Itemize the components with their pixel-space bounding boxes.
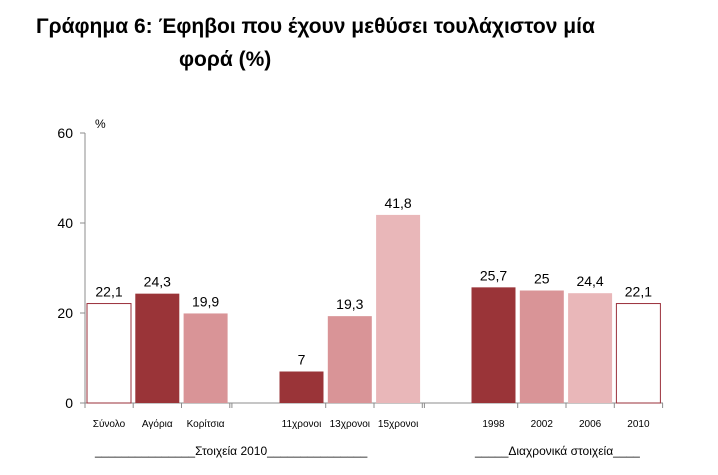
category-label: 15χρονοι <box>378 419 418 430</box>
y-axis-label: % <box>95 117 106 131</box>
bar <box>279 371 324 403</box>
category-label: 2002 <box>531 419 554 430</box>
bar <box>327 316 372 403</box>
bar <box>86 303 132 404</box>
data-label: 41,8 <box>384 195 411 211</box>
bar <box>471 287 516 403</box>
data-label: 25,7 <box>480 267 507 283</box>
category-label: 11χρονοι <box>282 419 322 430</box>
y-tick-label: 20 <box>57 305 73 321</box>
category-label: 1998 <box>482 419 505 430</box>
bar <box>519 290 564 403</box>
category-label: Σύνολο <box>93 418 126 430</box>
category-label: 13χρονοι <box>330 419 370 430</box>
data-label: 7 <box>298 352 306 368</box>
y-tick-label: 60 <box>57 125 73 141</box>
bar <box>183 313 228 403</box>
category-label: 2010 <box>627 419 650 430</box>
data-label: 22,1 <box>95 284 122 300</box>
data-label: 25 <box>534 271 550 287</box>
data-label: 24,4 <box>576 273 603 289</box>
data-label: 22,1 <box>625 284 652 300</box>
bar <box>615 303 661 404</box>
chart-title-line-2: φορά (%) <box>179 48 272 71</box>
category-label: Αγόρια <box>142 418 173 430</box>
bar <box>135 293 180 403</box>
group-label-trend: _____Διαχρονικά στοιχεία____ <box>475 444 640 458</box>
y-tick-label: 0 <box>65 395 73 411</box>
bar <box>376 214 421 403</box>
y-tick-label: 40 <box>57 215 73 231</box>
data-label: 19,9 <box>192 293 219 309</box>
group-label-2010: _______________Στοιχεία 2010____________… <box>95 444 368 458</box>
bar <box>568 293 613 403</box>
chart-title-line-1: Γράφημα 6: Έφηβοι που έχουν μεθύσει τουλ… <box>36 15 595 38</box>
chart-title: Γράφημα 6: Έφηβοι που έχουν μεθύσει τουλ… <box>36 10 716 76</box>
category-label: Κορίτσια <box>187 418 225 430</box>
data-label: 24,3 <box>144 274 171 290</box>
category-label: 2006 <box>579 419 602 430</box>
data-label: 19,3 <box>336 296 363 312</box>
